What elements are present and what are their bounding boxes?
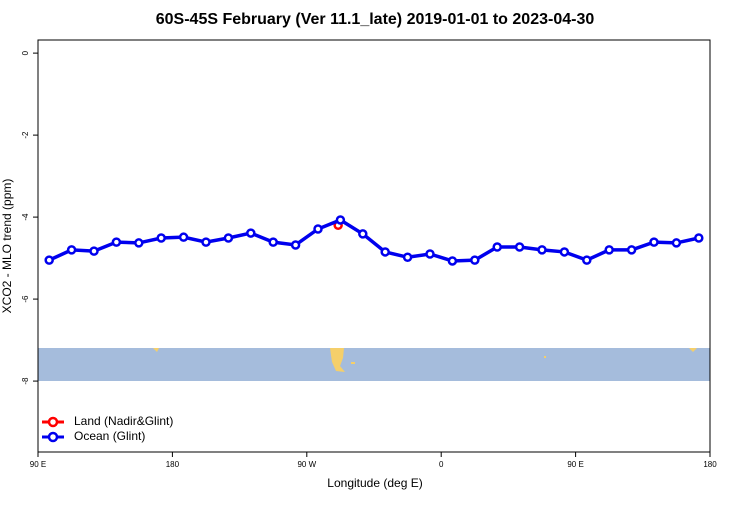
data-point	[156, 233, 166, 243]
data-point	[402, 252, 413, 263]
x-axis-label: Longitude (deg E)	[327, 476, 422, 490]
land-patch	[351, 362, 355, 364]
land-patch	[544, 356, 546, 358]
data-point	[268, 237, 278, 247]
land-patch	[689, 348, 697, 352]
legend-marker	[47, 431, 59, 443]
data-point	[44, 255, 54, 265]
data-point	[537, 245, 547, 255]
x-tick-label: 180	[703, 460, 717, 469]
y-tick-label: -8	[21, 377, 30, 385]
data-point	[201, 237, 211, 247]
chart-title: 60S-45S February (Ver 11.1_late) 2019-01…	[156, 11, 595, 28]
data-point	[134, 238, 144, 248]
data-point	[246, 228, 256, 238]
data-point	[559, 247, 570, 257]
x-tick-label: 90 E	[30, 460, 46, 469]
data-point	[66, 245, 77, 255]
legend-label: Land (Nadir&Glint)	[74, 414, 173, 428]
data-point	[514, 242, 525, 252]
land-patch	[153, 348, 159, 352]
data-point	[604, 245, 614, 255]
data-point	[671, 238, 682, 248]
y-tick-label: -6	[21, 295, 30, 303]
data-point	[290, 240, 301, 250]
data-point	[582, 255, 592, 265]
x-tick-label: 90 W	[297, 460, 316, 469]
data-point	[111, 237, 122, 247]
data-point	[89, 246, 99, 256]
data-point	[335, 215, 346, 225]
data-point	[626, 245, 637, 255]
data-point	[380, 247, 390, 257]
y-tick-label: 0	[21, 50, 30, 55]
data-point	[694, 233, 704, 243]
data-point	[313, 224, 323, 234]
plot-frame	[37, 39, 711, 453]
data-point	[358, 229, 368, 239]
y-axis-label: XCO2 - MLO trend (ppm)	[0, 179, 14, 314]
ocean-band	[38, 348, 710, 381]
data-point	[492, 242, 502, 252]
x-tick-label: 180	[166, 460, 180, 469]
map-strip	[38, 348, 710, 381]
data-point	[447, 256, 458, 266]
data-point	[178, 232, 189, 242]
data-point	[649, 237, 659, 247]
legend-marker	[47, 416, 59, 428]
data-point	[470, 255, 480, 265]
data-point	[223, 233, 234, 243]
land-patch	[330, 348, 345, 372]
y-tick-label: -2	[21, 131, 30, 139]
y-tick-label: -4	[21, 213, 30, 221]
x-tick-label: 90 E	[567, 460, 583, 469]
x-tick-label: 0	[439, 460, 444, 469]
data-point	[425, 249, 435, 259]
legend-label: Ocean (Glint)	[74, 429, 145, 443]
